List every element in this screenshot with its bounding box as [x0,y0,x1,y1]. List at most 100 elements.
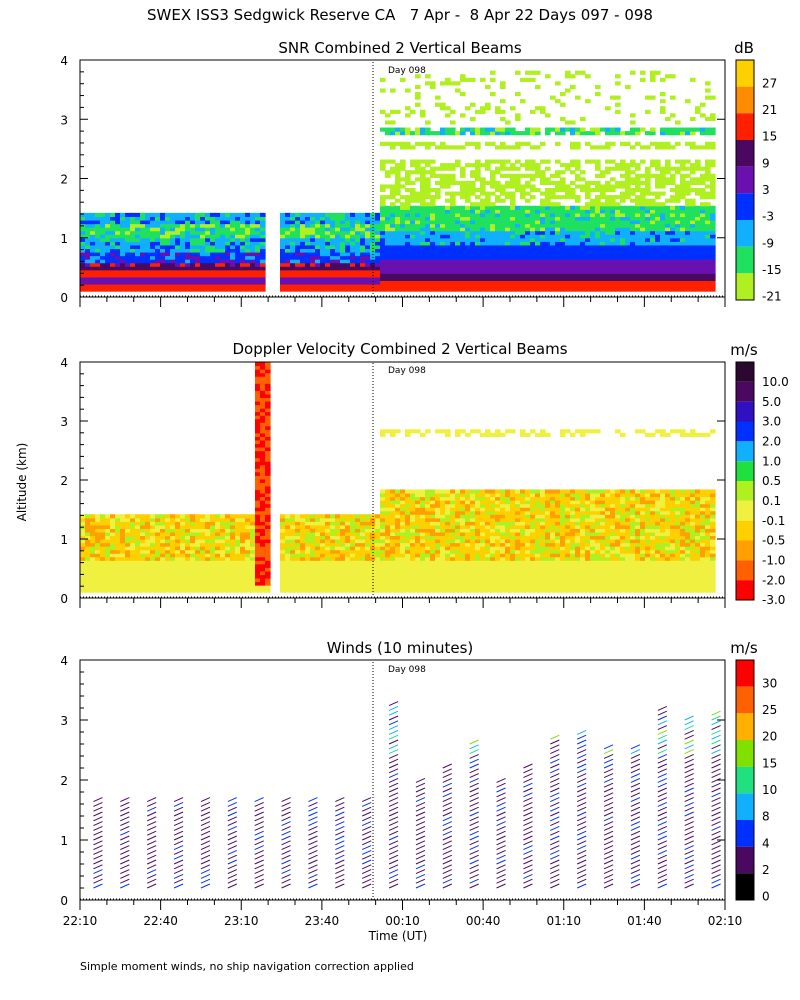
snr-cell [230,255,236,260]
snr-cell [630,219,636,225]
snr-cell [485,280,491,285]
snr-cell [350,237,356,242]
snr-cell [485,276,491,282]
doppler-cell [215,524,221,529]
snr-cell [380,127,386,132]
snr-cell [610,195,616,200]
snr-cell [590,131,596,136]
snr-cell [120,230,126,235]
snr-cell [420,191,426,196]
snr-cell [675,131,681,136]
snr-cell [590,145,596,150]
snr-cell [245,223,251,228]
snr-cell [635,205,641,210]
doppler-cell [200,574,206,579]
snr-cell [680,234,686,239]
doppler-cell [280,585,286,590]
snr-cell [325,280,331,285]
snr-cell [615,234,621,239]
snr-cell [445,127,451,132]
snr-cell [610,251,616,257]
doppler-cell [120,514,126,519]
doppler-cell [160,563,166,568]
snr-cell [615,237,621,242]
doppler-cell [235,567,241,572]
snr-cell [465,184,471,189]
doppler-cell [255,386,261,391]
doppler-cell [160,570,166,575]
snr-cell [415,212,421,218]
doppler-cell [255,400,261,406]
snr-cell [370,287,376,292]
doppler-cell [315,567,321,572]
snr-cell [595,209,601,214]
snr-cell [520,209,526,214]
snr-cell [645,145,651,150]
colorbar-label: 27 [762,76,777,90]
snr-cell [540,280,546,285]
doppler-cell [190,549,196,554]
snr-cell [640,269,646,274]
snr-cell [85,237,91,242]
snr-cell [615,81,621,86]
snr-cell [635,273,641,278]
doppler-cell [255,521,261,526]
snr-cell [590,244,596,250]
snr-cell [150,219,156,225]
snr-cell [625,283,631,289]
snr-cell [525,163,531,168]
snr-cell [545,219,551,225]
doppler-cell [265,553,271,558]
snr-cell [450,244,456,250]
doppler-cell [230,542,236,547]
snr-cell [340,216,346,221]
snr-cell [475,223,481,228]
doppler-cell [175,521,181,526]
snr-cell [190,259,196,264]
doppler-cell [135,524,141,529]
doppler-cell [135,546,141,551]
snr-cell [650,209,656,214]
snr-cell [195,227,201,232]
snr-cell [380,251,386,257]
snr-cell [100,212,106,218]
snr-cell [485,216,491,221]
doppler-cell [90,574,96,579]
snr-cell [665,177,671,182]
snr-cell [495,223,501,228]
snr-cell [395,280,401,285]
snr-cell [490,234,496,239]
doppler-cell [220,546,226,551]
doppler-cell [205,528,211,533]
snr-cell [650,237,656,242]
doppler-cell [185,524,191,529]
snr-cell [640,276,646,282]
snr-cell [215,227,221,232]
snr-cell [395,223,401,228]
snr-cell [440,237,446,242]
snr-cell [585,216,591,221]
snr-cell [95,269,101,274]
snr-cell [535,212,541,218]
doppler-cell [190,535,196,540]
snr-cell [630,170,636,175]
snr-cell [545,259,551,264]
snr-cell [295,244,301,250]
snr-cell [190,262,196,267]
snr-cell [295,259,301,264]
snr-cell [310,212,316,218]
doppler-cell [265,408,271,413]
doppler-cell [295,535,301,540]
snr-cell [185,269,191,274]
snr-cell [420,266,426,271]
doppler-cell [265,521,271,526]
snr-cell [680,244,686,250]
snr-cell [460,273,466,278]
doppler-cell [235,556,241,561]
doppler-cell [265,585,271,590]
doppler-cell [255,393,261,398]
snr-cell [685,273,691,278]
snr-cell [680,230,686,235]
snr-cell [490,184,496,189]
snr-cell [545,212,551,218]
